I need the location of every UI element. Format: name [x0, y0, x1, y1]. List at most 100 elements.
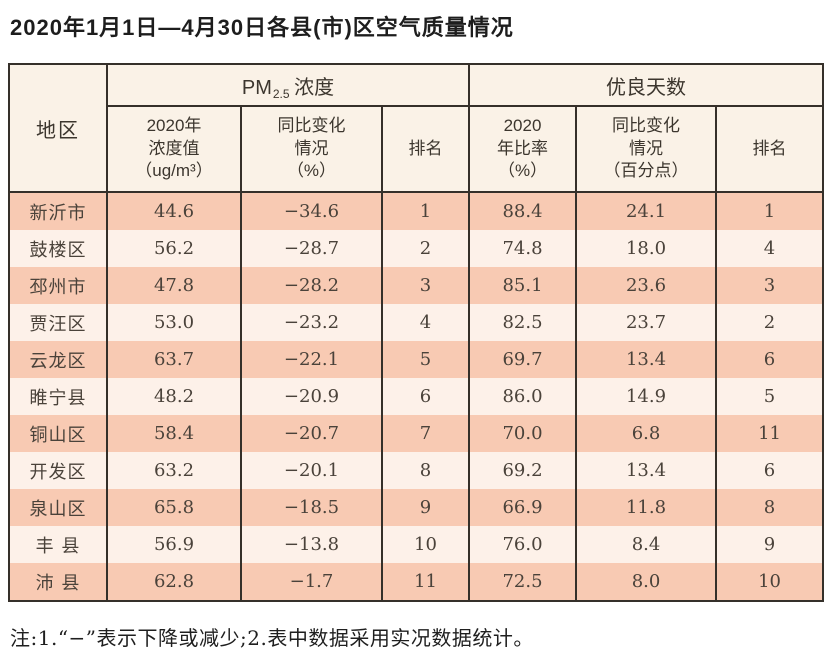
days-rate-cell: 72.5 [468, 563, 578, 601]
days-rank-cell: 4 [715, 230, 825, 267]
air-quality-table: 地区 PM2.5 浓度 优良天数 2020年 浓度值 （ug/m³） 同比变化 … [8, 63, 825, 602]
days-rate-column-header: 2020 年比率 （%） [468, 105, 578, 193]
page-title: 2020年1月1日—4月30日各县(市)区空气质量情况 [10, 15, 514, 40]
region-cell: 睢宁县 [8, 378, 108, 415]
pm-rank-cell: 6 [380, 378, 471, 415]
days-change-column-header: 同比变化 情况 （百分点） [575, 105, 718, 193]
pm-value-cell: 48.2 [106, 378, 242, 415]
days-rate-cell: 69.2 [468, 452, 578, 489]
pm-rank-cell: 4 [380, 304, 471, 341]
days-rank-column-header: 排名 [715, 105, 825, 193]
pm-value-cell: 53.0 [106, 304, 242, 341]
region-cell: 开发区 [8, 452, 108, 489]
pm-change-cell: −20.7 [240, 415, 383, 452]
pm-rank-cell: 3 [380, 267, 471, 304]
pm-value-cell: 44.6 [106, 192, 242, 230]
pm-change-cell: −1.7 [240, 563, 383, 601]
pm-rank-cell: 11 [380, 563, 471, 601]
pm-change-cell: −22.1 [240, 341, 383, 378]
pm-change-cell: −34.6 [240, 192, 383, 230]
pm-change-cell: −13.8 [240, 526, 383, 563]
table-row: 新沂市 44.6 −34.6 1 88.4 24.1 1 [8, 192, 825, 230]
table-row: 开发区 63.2 −20.1 8 69.2 13.4 6 [8, 452, 825, 489]
days-rate-cell: 76.0 [468, 526, 578, 563]
days-rank-cell: 5 [715, 378, 825, 415]
region-cell: 云龙区 [8, 341, 108, 378]
days-rank-cell: 10 [715, 563, 825, 601]
days-rank-cell: 6 [715, 452, 825, 489]
days-rank-cell: 8 [715, 489, 825, 526]
pm-value-cell: 63.7 [106, 341, 242, 378]
table-row: 睢宁县 48.2 −20.9 6 86.0 14.9 5 [8, 378, 825, 415]
table-row: 贾汪区 53.0 −23.2 4 82.5 23.7 2 [8, 304, 825, 341]
pm-value-cell: 58.4 [106, 415, 242, 452]
pm-rank-column-header: 排名 [380, 105, 471, 193]
days-change-cell: 13.4 [575, 452, 718, 489]
pm-value-cell: 47.8 [106, 267, 242, 304]
table-row: 鼓楼区 56.2 −28.7 2 74.8 18.0 4 [8, 230, 825, 267]
days-rate-cell: 82.5 [468, 304, 578, 341]
table-header: 地区 PM2.5 浓度 优良天数 2020年 浓度值 （ug/m³） 同比变化 … [8, 63, 825, 193]
region-cell: 鼓楼区 [8, 230, 108, 267]
pm-change-cell: −23.2 [240, 304, 383, 341]
region-cell: 泉山区 [8, 489, 108, 526]
pm-value-cell: 56.9 [106, 526, 242, 563]
region-cell: 铜山区 [8, 415, 108, 452]
days-rate-cell: 85.1 [468, 267, 578, 304]
pm-rank-cell: 2 [380, 230, 471, 267]
pm-value-cell: 62.8 [106, 563, 242, 601]
pm25-label-subscript: 2.5 [272, 86, 290, 101]
pm-rank-cell: 9 [380, 489, 471, 526]
table-row: 邳州市 47.8 −28.2 3 85.1 23.6 3 [8, 267, 825, 304]
pm-change-cell: −20.1 [240, 452, 383, 489]
footnote: 注:1.“−”表示下降或减少;2.表中数据采用实况数据统计。 [10, 626, 534, 650]
good-days-group-header: 优良天数 [468, 63, 825, 107]
group-header-row: 地区 PM2.5 浓度 优良天数 [8, 63, 825, 193]
table-row: 铜山区 58.4 −20.7 7 70.0 6.8 11 [8, 415, 825, 452]
days-rate-cell: 74.8 [468, 230, 578, 267]
table-row: 云龙区 63.7 −22.1 5 69.7 13.4 6 [8, 341, 825, 378]
region-cell: 丰 县 [8, 526, 108, 563]
days-rate-cell: 86.0 [468, 378, 578, 415]
days-change-cell: 23.6 [575, 267, 718, 304]
days-rank-cell: 1 [715, 192, 825, 230]
days-rate-cell: 69.7 [468, 341, 578, 378]
table-body: 新沂市 44.6 −34.6 1 88.4 24.1 1 鼓楼区 56.2 −28.7 2 74.8 1… [8, 192, 825, 601]
days-rate-cell: 66.9 [468, 489, 578, 526]
days-change-cell: 14.9 [575, 378, 718, 415]
days-rank-cell: 11 [715, 415, 825, 452]
pm-rank-cell: 10 [380, 526, 471, 563]
days-change-cell: 11.8 [575, 489, 718, 526]
pm-rank-cell: 5 [380, 341, 471, 378]
pm-change-cell: −20.9 [240, 378, 383, 415]
days-change-cell: 8.0 [575, 563, 718, 601]
pm-value-cell: 56.2 [106, 230, 242, 267]
pm-rank-cell: 8 [380, 452, 471, 489]
days-change-cell: 18.0 [575, 230, 718, 267]
pm-rank-cell: 7 [380, 415, 471, 452]
days-change-cell: 6.8 [575, 415, 718, 452]
days-rate-cell: 70.0 [468, 415, 578, 452]
days-rank-cell: 6 [715, 341, 825, 378]
table-row: 泉山区 65.8 −18.5 9 66.9 11.8 8 [8, 489, 825, 526]
pm25-label-prefix: PM [241, 76, 272, 99]
days-rank-cell: 3 [715, 267, 825, 304]
region-cell: 贾汪区 [8, 304, 108, 341]
pm25-group-header: PM2.5 浓度 [105, 63, 471, 107]
days-rank-cell: 9 [715, 526, 825, 563]
region-column-header: 地区 [8, 63, 108, 193]
days-rate-cell: 88.4 [468, 192, 578, 230]
days-change-cell: 24.1 [575, 192, 718, 230]
days-rank-cell: 2 [715, 304, 825, 341]
region-cell: 沛 县 [8, 563, 108, 601]
pm25-label-suffix: 浓度 [288, 76, 335, 99]
pm-value-column-header: 2020年 浓度值 （ug/m³） [106, 105, 242, 193]
pm-change-cell: −18.5 [240, 489, 383, 526]
pm-change-cell: −28.2 [240, 267, 383, 304]
table-row: 丰 县 56.9 −13.8 10 76.0 8.4 9 [8, 526, 825, 563]
region-cell: 邳州市 [8, 267, 108, 304]
pm-value-cell: 65.8 [106, 489, 242, 526]
table-row: 沛 县 62.8 −1.7 11 72.5 8.0 10 [8, 563, 825, 601]
days-change-cell: 13.4 [575, 341, 718, 378]
